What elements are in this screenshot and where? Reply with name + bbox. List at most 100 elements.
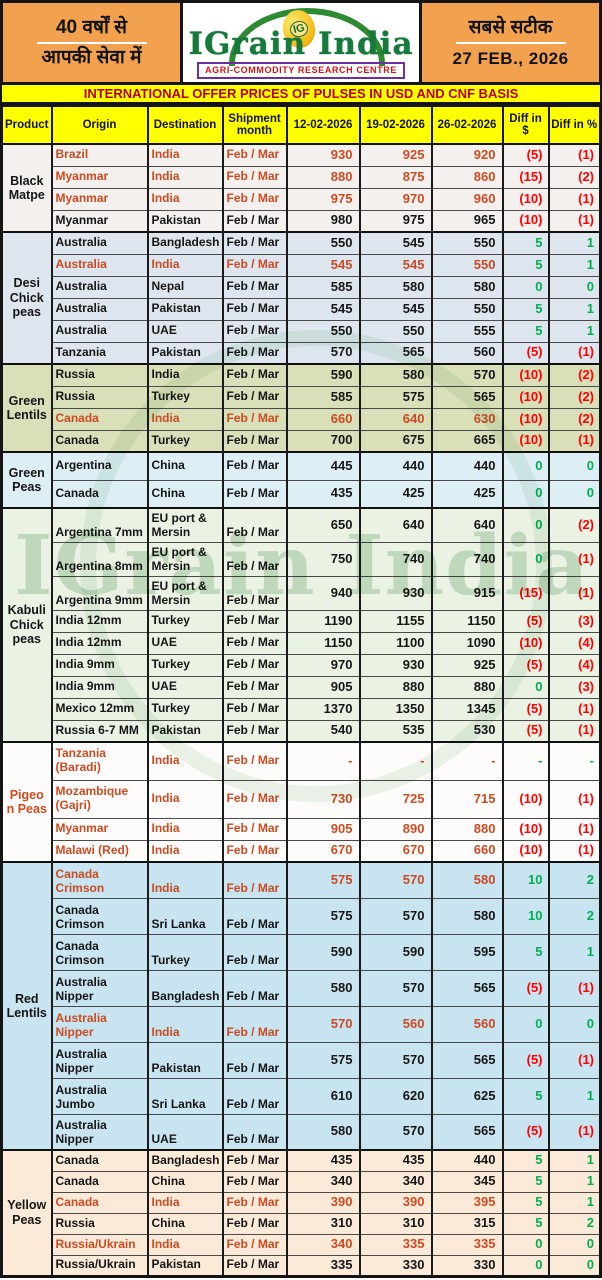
destination-cell: Pakistan	[146, 1254, 223, 1276]
accuracy-tagline: सबसे सटीक	[468, 17, 553, 39]
price-cell-0: 575	[285, 897, 360, 934]
shipment-cell: Feb / Mar	[221, 341, 287, 364]
price-cell-2: 395	[430, 1191, 503, 1213]
destination-cell: India	[146, 1005, 223, 1042]
price-cell-2: 330	[430, 1254, 503, 1276]
destination-cell: India	[146, 1191, 223, 1213]
price-cell-2: 880	[430, 675, 503, 698]
shipment-cell: Feb / Mar	[221, 253, 287, 276]
destination-cell: Nepal	[146, 275, 223, 298]
diff-pct-cell: (1)	[547, 341, 601, 364]
diff-pct-cell: (2)	[547, 385, 601, 408]
shipment-cell: Feb / Mar	[221, 631, 287, 654]
origin-cell: Canada	[50, 429, 148, 452]
shipment-cell: Feb / Mar	[221, 1149, 287, 1171]
report-date: 27 FEB., 2026	[452, 48, 569, 68]
table-row: Malawi (Red) India Feb / Mar 670 670 660 (10)(…	[1, 839, 601, 862]
table-row: Australia Nipper Bangladesh Feb / Mar 580 57…	[1, 969, 601, 1006]
diff-pct-cell: (1)	[547, 779, 601, 818]
price-cell-2: 740	[430, 541, 503, 576]
destination-cell: India	[146, 363, 223, 386]
shipment-cell: Feb / Mar	[221, 507, 287, 542]
price-cell-1: 580	[358, 275, 432, 298]
diff-pct-cell: (1)	[547, 575, 601, 610]
price-cell-2: 530	[430, 719, 503, 742]
price-cell-1: 875	[358, 165, 432, 188]
price-cell-2: 595	[430, 933, 503, 970]
shipment-cell: Feb / Mar	[221, 451, 287, 480]
destination-cell: China	[146, 1212, 223, 1234]
origin-cell: Myanmar	[50, 187, 148, 210]
diff-usd-cell: (5)	[501, 1113, 549, 1150]
table-row: Canada China Feb / Mar 435 425 425 0 0	[1, 479, 601, 508]
price-cell-0: 1150	[285, 631, 360, 654]
masthead: 40 वर्षों से आपकी सेवा में IG IGrain Ind…	[0, 0, 602, 85]
origin-cell: Australia	[50, 231, 148, 254]
shipment-cell: Feb / Mar	[221, 541, 287, 576]
shipment-cell: Feb / Mar	[221, 385, 287, 408]
diff-pct-cell: 1	[547, 1170, 601, 1192]
table-row: Desi Chickpeas Australia Bangladesh Feb / M…	[0, 231, 601, 364]
diff-usd-cell: (10)	[501, 385, 549, 408]
price-cell-1: 390	[358, 1191, 432, 1213]
origin-cell: Myanmar	[50, 209, 148, 232]
diff-usd-cell: 0	[501, 541, 549, 576]
origin-cell: Australia Nipper	[50, 1005, 148, 1042]
table-row: Mexico 12mm Turkey Feb / Mar 1370 1350 1345 (5…	[1, 697, 601, 720]
shipment-cell: Feb / Mar	[221, 209, 287, 232]
price-cell-2: 915	[430, 575, 503, 610]
price-cell-1: 590	[358, 933, 432, 970]
shipment-cell: Feb / Mar	[221, 1041, 287, 1078]
table-row: Russia/Ukrain India Feb / Mar 340 335 335 0 0	[1, 1233, 601, 1255]
table-row: Russia 6-7 MM Pakistan Feb / Mar 540 535 530(…	[1, 719, 601, 742]
destination-cell: China	[146, 1170, 223, 1192]
destination-cell: Sri Lanka	[146, 1077, 223, 1114]
destination-cell: EU port & Mersin	[146, 541, 223, 576]
diff-usd-cell: (5)	[501, 609, 549, 632]
table-row: India 12mm Turkey Feb / Mar 1190 1155 1150 (5)…	[1, 609, 601, 632]
price-cell-1: 570	[358, 969, 432, 1006]
diff-pct-cell: 1	[547, 933, 601, 970]
price-cell-0: 905	[285, 817, 360, 840]
price-cell-2: 1150	[430, 609, 503, 632]
product-cell: Red Lentils	[0, 861, 52, 1150]
table-row: Russia/Ukrain Pakistan Feb / Mar 335 330 330 0…	[1, 1254, 601, 1276]
table-row: Green Peas Argentina China Feb / Mar 445 440 4…	[0, 451, 601, 508]
price-cell-0: 880	[285, 165, 360, 188]
diff-pct-cell: 0	[547, 275, 601, 298]
price-cell-0: 580	[285, 969, 360, 1006]
prices-table-body: Black Matpe Brazil India Feb / Mar 930 925 920…	[0, 143, 601, 1276]
origin-cell: Argentina 9mm	[50, 575, 148, 610]
price-cell-0: 590	[285, 933, 360, 970]
diff-pct-cell: (3)	[547, 675, 601, 698]
price-cell-0: 930	[285, 143, 360, 166]
shipment-cell: Feb / Mar	[221, 1170, 287, 1192]
shipment-cell: Feb / Mar	[221, 675, 287, 698]
price-cell-0: 585	[285, 275, 360, 298]
destination-cell: UAE	[146, 631, 223, 654]
price-cell-2: 580	[430, 897, 503, 934]
brand-name: IGrain India	[188, 26, 414, 62]
price-cell-0: 575	[285, 861, 360, 898]
price-cell-1: 740	[358, 541, 432, 576]
brand-subtitle: AGRI-COMMODITY RESEARCH CENTRE	[197, 62, 405, 79]
shipment-cell: Feb / Mar	[221, 1191, 287, 1213]
origin-cell: Tanzania	[50, 341, 148, 364]
table-row: Canada Crimson Turkey Feb / Mar 590 590 595 5 1	[1, 933, 601, 970]
diff-usd-cell: (5)	[501, 341, 549, 364]
price-cell-0: 570	[285, 1005, 360, 1042]
price-cell-2: -	[430, 741, 503, 780]
price-cell-1: 725	[358, 779, 432, 818]
table-row: Myanmar India Feb / Mar 975 970 960 (10) (1)	[1, 187, 601, 210]
destination-cell: China	[146, 479, 223, 508]
price-cell-1: 570	[358, 897, 432, 934]
destination-cell: India	[146, 1233, 223, 1255]
price-cell-1: 640	[358, 407, 432, 430]
price-cell-2: 665	[430, 429, 503, 452]
diff-pct-cell: 1	[547, 1191, 601, 1213]
origin-cell: Canada	[50, 1191, 148, 1213]
price-cell-1: 675	[358, 429, 432, 452]
price-cell-0: 340	[285, 1233, 360, 1255]
shipment-cell: Feb / Mar	[221, 479, 287, 508]
diff-usd-cell: (5)	[501, 653, 549, 676]
